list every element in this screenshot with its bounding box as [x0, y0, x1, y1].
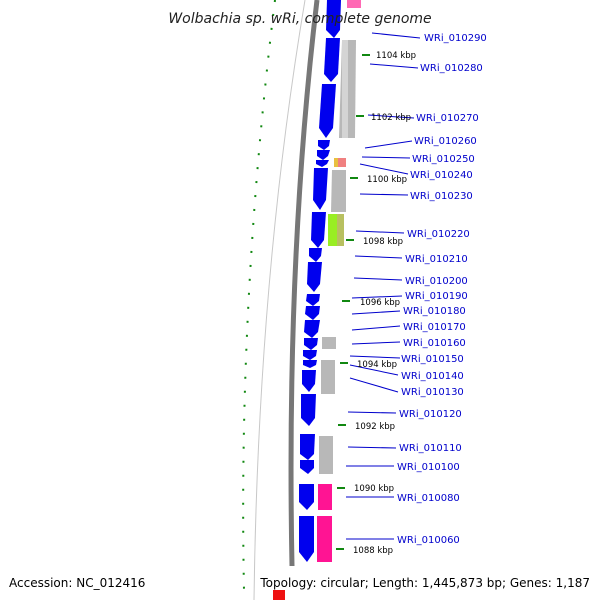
kbp-labels: 1104 kbp 1102 kbp 1100 kbp 1098 kbp 1096…: [353, 51, 416, 556]
feature-bottom-red: [273, 590, 285, 600]
gene-label[interactable]: WRi_010270: [416, 113, 479, 124]
gene-label[interactable]: WRi_010170: [403, 322, 466, 333]
gene-label[interactable]: WRi_010060: [397, 535, 460, 546]
gene-label[interactable]: WRi_010260: [414, 136, 477, 147]
genome-title: Wolbachia sp. wRi, complete genome: [168, 11, 431, 27]
cds-WRi_010260: [318, 140, 330, 150]
gene-label[interactable]: WRi_010150: [401, 354, 464, 365]
gene-label[interactable]: WRi_010290: [424, 33, 487, 44]
gene-label[interactable]: WRi_010230: [410, 191, 473, 202]
kbp-label: 1100 kbp: [367, 175, 407, 185]
feature-gray-b: [321, 360, 335, 394]
gene-label[interactable]: WRi_010160: [403, 338, 466, 349]
cds-WRi_010100: [300, 460, 314, 474]
kbp-ticks: [336, 54, 370, 550]
cds-WRi_010170: [304, 320, 320, 338]
kbp-label: 1092 kbp: [355, 422, 395, 432]
cds-WRi_010210: [309, 248, 322, 262]
gene-label[interactable]: WRi_010210: [405, 254, 468, 265]
cds-WRi_010110: [300, 434, 315, 460]
gene-label[interactable]: WRi_010280: [420, 63, 483, 74]
cds-WRi_010080: [299, 484, 314, 510]
outer-backbone-arc: [288, 0, 320, 567]
kbp-label: 1088 kbp: [353, 546, 393, 556]
gene-label[interactable]: WRi_010080: [397, 493, 460, 504]
cds-WRi_010190: [306, 294, 320, 306]
feature-top-pink: [347, 0, 361, 8]
feature-olive: [337, 214, 344, 246]
accession-text: Accession: NC_012416: [9, 576, 145, 590]
cds-WRi_010250: [317, 150, 330, 160]
gene-label[interactable]: WRi_010140: [401, 371, 464, 382]
gene-label[interactable]: WRi_010200: [405, 276, 468, 287]
feature-gray-mid: [331, 170, 346, 212]
gene-label[interactable]: WRi_010190: [405, 291, 468, 302]
cds-WRi_010150: [303, 350, 317, 360]
cds-WRi_010200: [307, 262, 322, 292]
kbp-label: 1090 kbp: [354, 484, 394, 494]
feature-pink-a: [318, 484, 332, 510]
cds-WRi_010180: [305, 306, 320, 320]
gene-labels: WRi_010290 WRi_010280 WRi_010270 WRi_010…: [397, 33, 487, 546]
topology-text: Topology: circular; Length: 1,445,873 bp…: [259, 576, 590, 590]
forward-cds-track: [299, 0, 341, 562]
cds-WRi_010240: [316, 160, 329, 167]
kbp-label: 1104 kbp: [376, 51, 416, 61]
kbp-label: 1098 kbp: [363, 237, 403, 247]
feature-lime: [328, 214, 337, 246]
gene-label[interactable]: WRi_010180: [403, 306, 466, 317]
cds-WRi_010130: [302, 370, 316, 392]
gc-skew-arc: [242, 0, 276, 591]
cds-WRi_010120: [301, 394, 316, 426]
feature-shade-top: [342, 40, 348, 138]
gene-label[interactable]: WRi_010110: [399, 443, 462, 454]
feature-gray-a: [322, 337, 336, 349]
cds-WRi_010290: [326, 0, 341, 38]
kbp-label: 1094 kbp: [357, 360, 397, 370]
cds-WRi_010280: [324, 38, 340, 82]
cds-WRi_010060: [299, 516, 314, 562]
cds-WRi_010230: [313, 168, 328, 210]
gene-label[interactable]: WRi_010250: [412, 154, 475, 165]
gene-label[interactable]: WRi_010120: [399, 409, 462, 420]
inner-backbone-arc: [253, 0, 306, 600]
gene-label[interactable]: WRi_010130: [401, 387, 464, 398]
feature-pink-b: [317, 516, 332, 562]
gene-label[interactable]: WRi_010100: [397, 462, 460, 473]
cds-WRi_010220: [311, 212, 326, 248]
cds-WRi_010160: [304, 338, 318, 350]
feature-gold: [334, 158, 338, 167]
feature-salmon: [338, 158, 346, 167]
cds-WRi_010270: [319, 84, 336, 138]
kbp-label: 1096 kbp: [360, 298, 400, 308]
reverse-feature-track: [273, 0, 361, 600]
feature-gray-c: [319, 436, 333, 474]
cds-WRi_010140: [303, 360, 317, 368]
gene-label[interactable]: WRi_010220: [407, 229, 470, 240]
label-leader-lines: [346, 32, 421, 540]
gene-label[interactable]: WRi_010240: [410, 170, 473, 181]
kbp-label: 1102 kbp: [371, 113, 411, 123]
